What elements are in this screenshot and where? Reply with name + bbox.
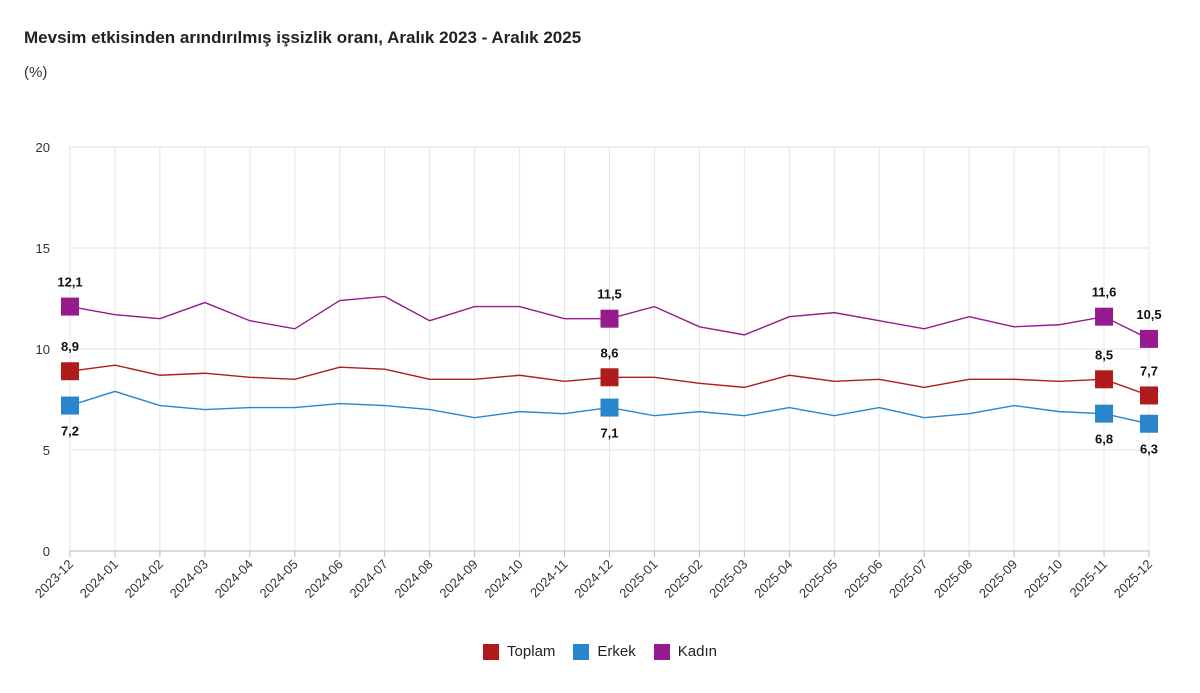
legend-item-toplam[interactable]: Toplam [483, 643, 555, 660]
x-tick-label: 2024-12 [571, 557, 615, 601]
data-point-marker [61, 362, 79, 381]
chart-title: Mevsim etkisinden arındırılmış işsizlik … [24, 28, 582, 47]
y-tick-label: 10 [36, 342, 50, 357]
x-tick-label: 2025-06 [841, 557, 885, 601]
data-label: 7,7 [1140, 363, 1158, 378]
x-tick-label: 2025-08 [931, 557, 975, 601]
legend-swatch [653, 643, 670, 660]
data-point-marker [61, 297, 79, 316]
y-tick-label: 5 [43, 443, 50, 458]
legend: Toplam Erkek Kadın [0, 643, 1200, 660]
data-label: 8,5 [1095, 347, 1113, 362]
data-label: 6,3 [1140, 442, 1158, 457]
x-tick-label: 2025-05 [796, 557, 840, 601]
legend-item-erkek[interactable]: Erkek [573, 643, 636, 660]
x-tick-label: 2025-03 [706, 557, 750, 601]
data-label: 7,2 [61, 424, 79, 439]
data-label: 8,6 [600, 345, 618, 360]
x-tick-label: 2024-04 [212, 557, 256, 601]
x-tick-label: 2025-04 [751, 557, 795, 601]
x-tick-label: 2025-12 [1111, 557, 1155, 601]
x-tick-label: 2024-03 [167, 557, 211, 601]
x-tick-label: 2024-06 [302, 557, 346, 601]
data-point-marker [1095, 404, 1114, 423]
data-label: 6,8 [1095, 432, 1113, 447]
x-tick-label: 2024-01 [77, 557, 121, 601]
x-tick-label: 2024-05 [257, 557, 301, 601]
x-tick-label: 2024-08 [391, 557, 435, 601]
x-tick-label: 2025-09 [976, 557, 1020, 601]
data-point-marker [600, 398, 619, 417]
x-tick-label: 2025-01 [616, 557, 660, 601]
legend-item-kadin[interactable]: Kadın [653, 643, 717, 660]
legend-label: Erkek [597, 643, 636, 660]
data-point-marker [61, 396, 79, 415]
x-tick-label: 2024-07 [346, 557, 390, 601]
legend-swatch [573, 643, 590, 660]
data-label: 12,1 [57, 275, 82, 290]
data-label: 11,5 [597, 287, 622, 302]
data-point-marker [1140, 386, 1158, 405]
data-point-marker [1095, 370, 1114, 389]
y-axis-unit: (%) [24, 64, 48, 81]
legend-label: Toplam [507, 643, 556, 660]
x-tick-label: 2024-11 [527, 557, 571, 601]
data-point-marker [1140, 414, 1158, 433]
x-tick-label: 2025-07 [886, 557, 930, 601]
legend-swatch [483, 643, 500, 660]
data-point-marker [600, 309, 619, 328]
data-label: 8,9 [61, 339, 79, 354]
data-point-marker [1140, 329, 1158, 348]
x-tick-label: 2024-10 [481, 557, 525, 601]
data-point-marker [1095, 307, 1114, 326]
data-label: 10,5 [1136, 307, 1161, 322]
legend-label: Kadın [677, 643, 717, 660]
x-tick-label: 2025-11 [1066, 557, 1110, 601]
x-tick-label: 2023-12 [32, 557, 76, 601]
x-tick-label: 2025-02 [661, 557, 705, 601]
y-tick-label: 20 [36, 140, 50, 155]
x-tick-label: 2024-09 [436, 557, 480, 601]
x-tick-label: 2025-10 [1021, 557, 1065, 601]
x-tick-label: 2024-02 [122, 557, 166, 601]
y-tick-label: 0 [43, 544, 50, 559]
data-label: 11,6 [1092, 285, 1117, 300]
y-tick-label: 15 [36, 241, 50, 256]
data-label: 7,1 [600, 426, 618, 441]
data-point-marker [600, 368, 619, 387]
